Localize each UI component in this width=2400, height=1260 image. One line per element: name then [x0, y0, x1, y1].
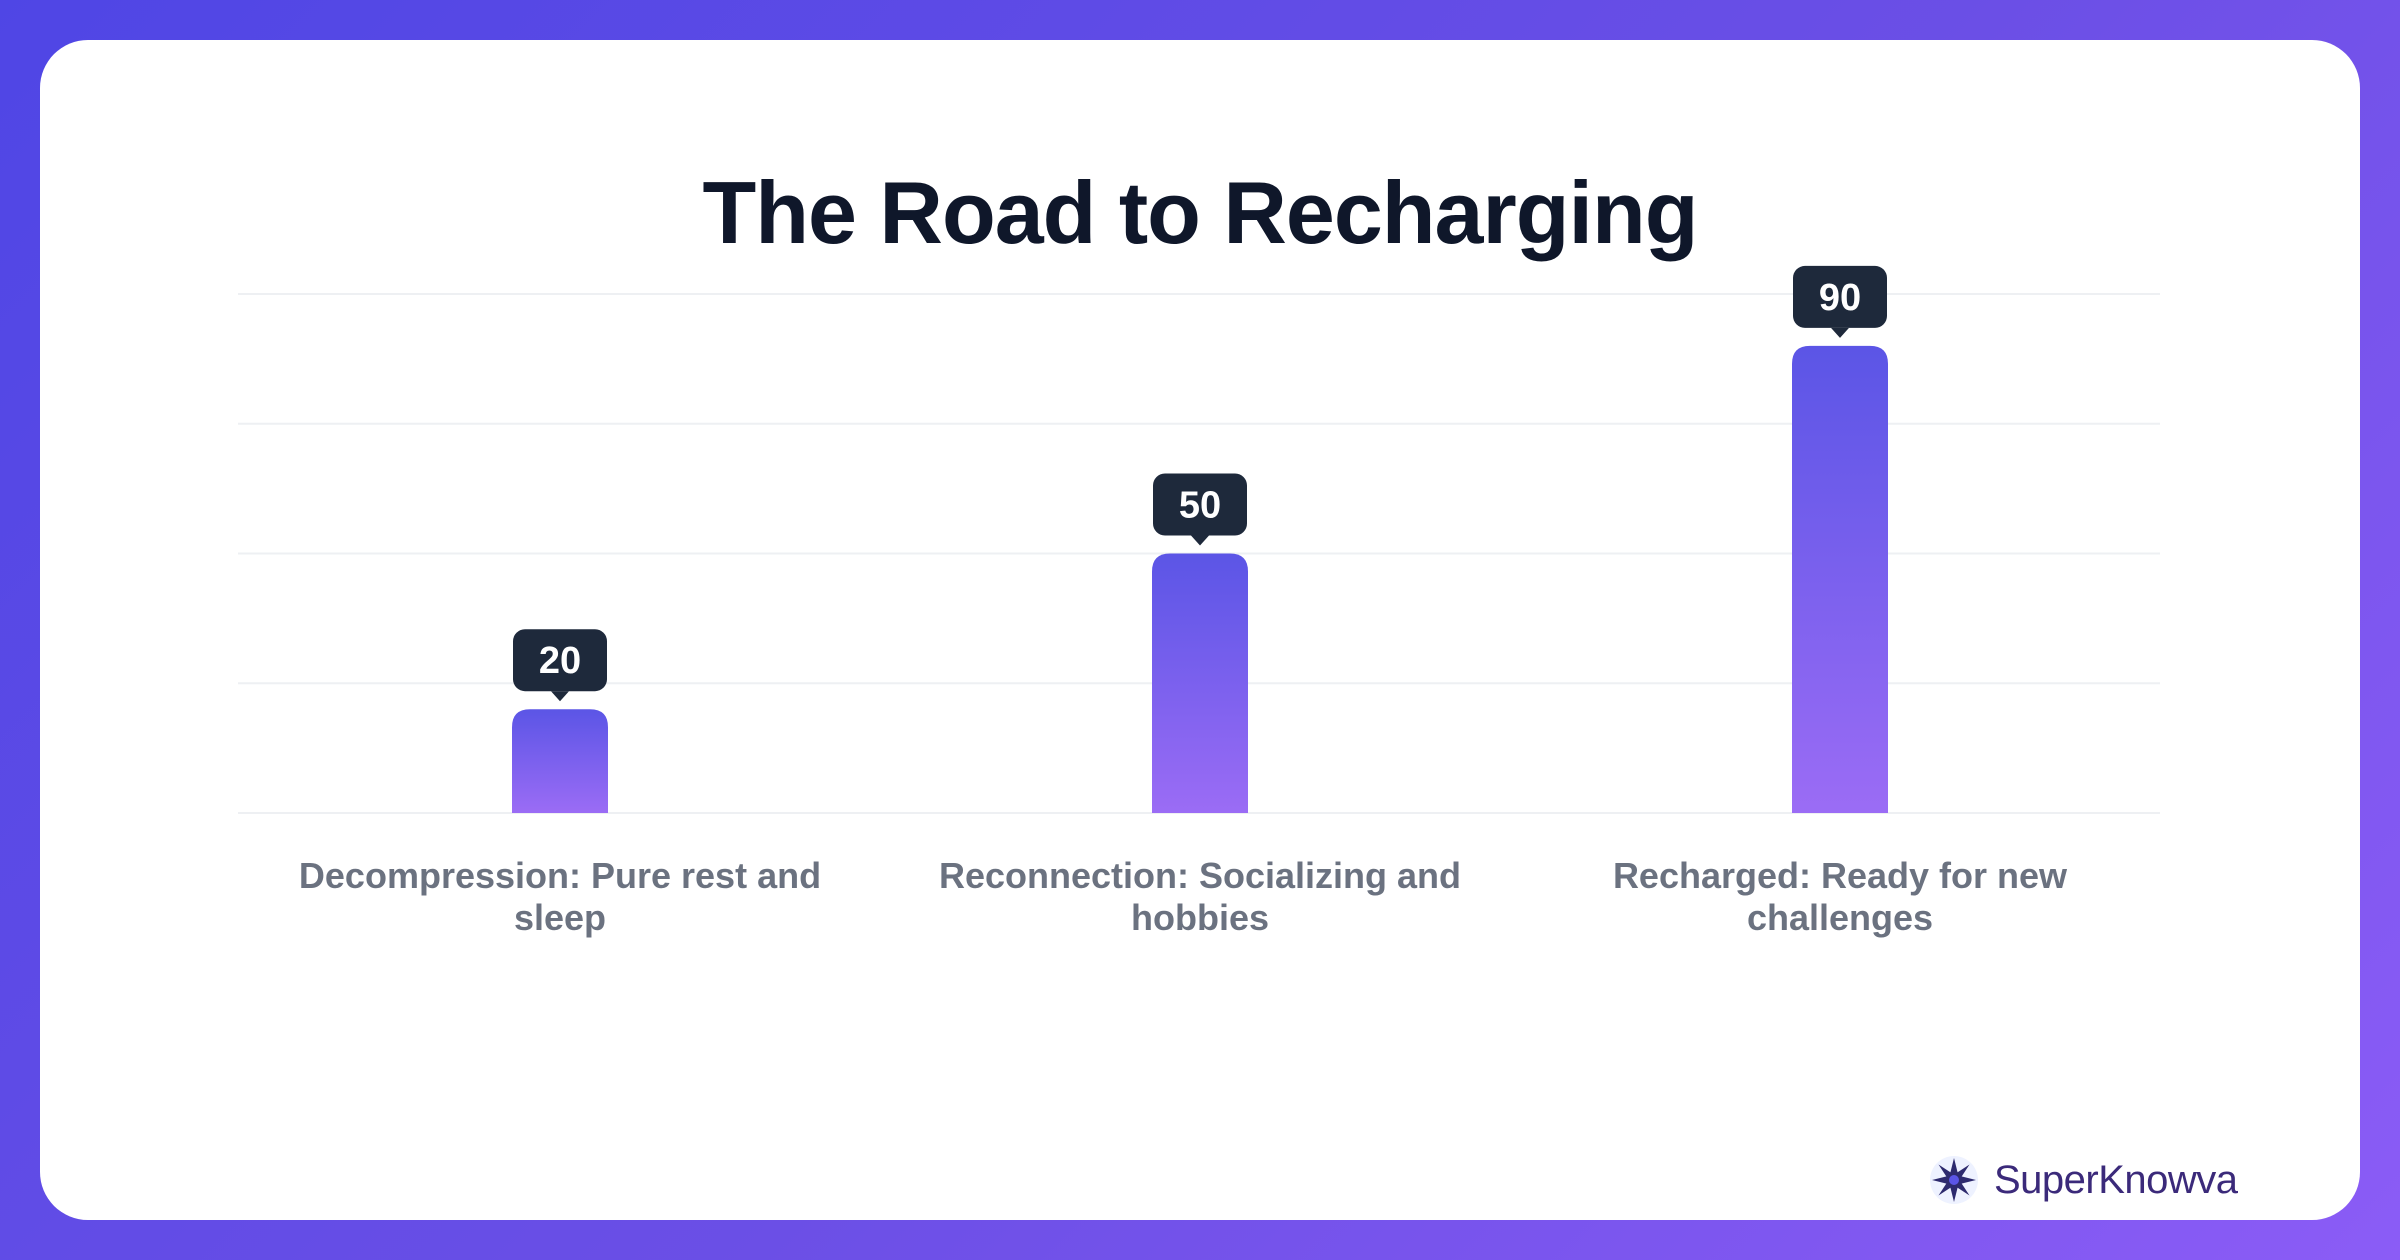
category-label-line: sleep — [514, 897, 606, 938]
category-label: Decompression: Pure rest and sleep — [299, 855, 821, 938]
brand-name: SuperKnowva — [1994, 1157, 2238, 1202]
bars — [512, 345, 1888, 813]
value-label-bubble — [1153, 473, 1247, 536]
category-label: Reconnection: Socializing and hobbies — [939, 855, 1461, 938]
category-label-line: challenges — [1747, 897, 1933, 938]
starburst-logo-icon — [1930, 1156, 1978, 1204]
value-label-bubble — [1793, 265, 1887, 328]
category-label-line: Reconnection: Socializing and — [939, 855, 1461, 896]
value-label-text: 90 — [1819, 277, 1861, 319]
category-labels: Decompression: Pure rest and sleep Reconne… — [299, 855, 2068, 938]
value-label-pointer — [1831, 327, 1849, 338]
category-label-line: hobbies — [1131, 897, 1269, 938]
value-label-text: 20 — [539, 640, 581, 682]
bar — [1792, 345, 1888, 813]
category-label-line: Decompression: Pure rest and — [299, 855, 821, 896]
chart-title: The Road to Recharging — [702, 163, 1699, 262]
value-labels: 20 50 90 — [513, 265, 1887, 702]
value-label-pointer — [551, 691, 569, 702]
value-label-bubble — [513, 629, 607, 692]
value-label-pointer — [1191, 535, 1209, 546]
value-label-text: 50 — [1179, 485, 1221, 527]
brand-logo: SuperKnowva — [1926, 1150, 2238, 1210]
category-label: Recharged: Ready for new challenges — [1613, 855, 2068, 938]
bar — [512, 709, 608, 813]
value-label: 90 — [1793, 265, 1887, 338]
category-label-line: Recharged: Ready for new — [1613, 855, 2068, 896]
value-label: 50 — [1153, 473, 1247, 546]
bar — [1152, 553, 1248, 813]
value-label: 20 — [513, 629, 607, 702]
